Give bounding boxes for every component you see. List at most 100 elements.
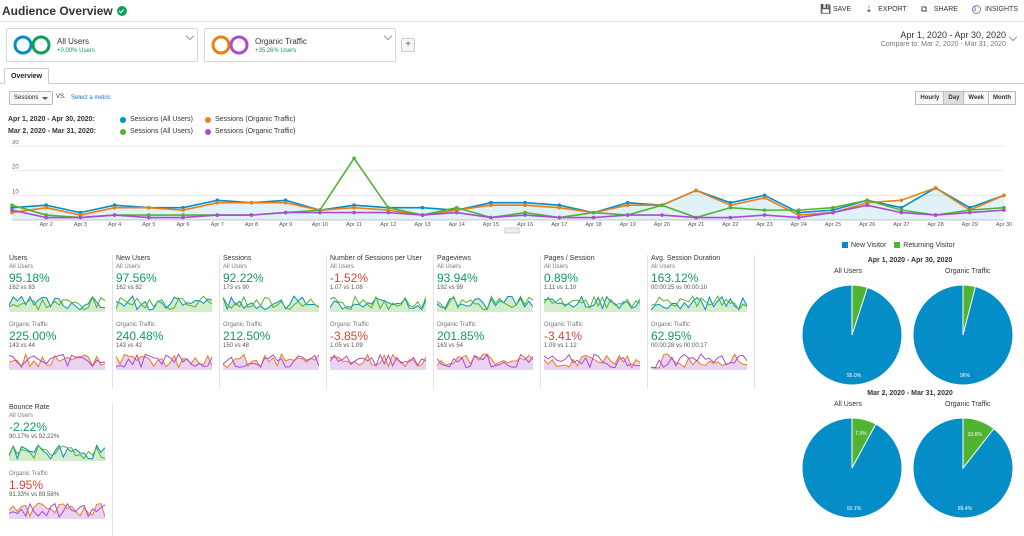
series-point[interactable] bbox=[112, 203, 117, 207]
series-point[interactable] bbox=[660, 213, 664, 217]
series-point[interactable] bbox=[386, 208, 391, 212]
series-point[interactable] bbox=[933, 186, 938, 190]
series-point[interactable] bbox=[10, 203, 14, 207]
series-point[interactable] bbox=[625, 213, 630, 217]
series-point[interactable] bbox=[249, 200, 254, 205]
series-point[interactable] bbox=[762, 208, 767, 212]
series-point[interactable] bbox=[899, 198, 904, 203]
series-point[interactable] bbox=[454, 208, 459, 212]
metric-tile-avg-session-duration[interactable]: Avg. Session Duration All Users 163.12% 00:… bbox=[651, 255, 755, 389]
pie-legend-item[interactable]: New Visitor bbox=[842, 242, 886, 249]
series-point[interactable] bbox=[10, 205, 14, 210]
series-point[interactable] bbox=[489, 203, 493, 207]
legend-item[interactable]: Sessions (Organic Traffic) bbox=[205, 116, 295, 123]
visitor-pie-chart[interactable]: 89.4% 10.6% bbox=[911, 416, 1015, 520]
series-point[interactable] bbox=[591, 210, 596, 215]
metric-tile-pageviews[interactable]: Pageviews All Users 93.94% 192 vs 99 Organic… bbox=[437, 255, 541, 389]
series-point[interactable] bbox=[557, 205, 562, 210]
series-point[interactable] bbox=[283, 198, 288, 203]
series-point[interactable] bbox=[762, 193, 767, 198]
series-point[interactable] bbox=[283, 210, 288, 215]
series-point[interactable] bbox=[831, 205, 835, 210]
series-point[interactable] bbox=[523, 210, 527, 215]
series-point[interactable] bbox=[1002, 205, 1006, 210]
visitor-pie-chart[interactable]: 96% bbox=[911, 283, 1015, 387]
series-point[interactable] bbox=[181, 215, 185, 220]
series-point[interactable] bbox=[352, 156, 356, 161]
series-point[interactable] bbox=[386, 210, 391, 215]
series-point[interactable] bbox=[420, 213, 425, 217]
series-point[interactable] bbox=[112, 213, 117, 217]
tab-overview[interactable]: Overview bbox=[4, 68, 50, 84]
series-point[interactable] bbox=[899, 210, 904, 215]
series-point[interactable] bbox=[10, 208, 14, 212]
series-point[interactable] bbox=[591, 215, 596, 220]
series-point[interactable] bbox=[78, 210, 83, 215]
series-point[interactable] bbox=[557, 215, 562, 220]
series-point[interactable] bbox=[44, 203, 49, 207]
series-point[interactable] bbox=[933, 213, 938, 217]
series-point[interactable] bbox=[967, 210, 972, 215]
series-point[interactable] bbox=[1002, 208, 1006, 212]
metric-tile-users[interactable]: Users All Users 95.18% 162 vs 83 Organic Tra… bbox=[9, 255, 113, 389]
series-point[interactable] bbox=[454, 205, 459, 210]
series-point[interactable] bbox=[796, 208, 801, 212]
series-point[interactable] bbox=[899, 205, 904, 210]
pie-slice-returning[interactable] bbox=[851, 284, 869, 336]
series-point[interactable] bbox=[489, 200, 493, 205]
metric-tile-bounce-rate[interactable]: Bounce Rate All Users -2.22% 90.17% vs 92.2… bbox=[9, 404, 113, 536]
series-point[interactable] bbox=[112, 205, 117, 210]
series-point[interactable] bbox=[78, 213, 83, 217]
series-point[interactable] bbox=[352, 205, 356, 210]
series-point[interactable] bbox=[147, 215, 151, 220]
chevron-down-icon[interactable] bbox=[383, 31, 393, 41]
pie-slice-returning[interactable] bbox=[962, 284, 977, 336]
series-point[interactable] bbox=[44, 213, 49, 217]
pie-slice-returning[interactable] bbox=[962, 417, 995, 470]
granularity-day-button[interactable]: Day bbox=[943, 91, 965, 105]
series-point[interactable] bbox=[386, 205, 391, 210]
series-point[interactable] bbox=[796, 215, 801, 220]
series-point[interactable] bbox=[728, 205, 733, 210]
series-point[interactable] bbox=[215, 213, 220, 217]
save-button[interactable]: 💾 SAVE bbox=[820, 4, 852, 14]
metric-tile-sessions[interactable]: Sessions All Users 92.22% 173 vs 90 Organic … bbox=[223, 255, 327, 389]
series-point[interactable] bbox=[454, 210, 459, 215]
series-point[interactable] bbox=[489, 215, 493, 220]
legend-item[interactable]: Sessions (Organic Traffic) bbox=[205, 128, 295, 135]
series-point[interactable] bbox=[728, 215, 733, 220]
series-point[interactable] bbox=[10, 210, 14, 215]
series-point[interactable] bbox=[694, 215, 698, 220]
series-point[interactable] bbox=[78, 215, 83, 220]
insights-button[interactable]: 3 INSIGHTS bbox=[971, 5, 1018, 14]
chart-resize-handle[interactable] bbox=[504, 227, 520, 234]
series-point[interactable] bbox=[249, 213, 254, 217]
pie-legend-item[interactable]: Returning Visitor bbox=[894, 242, 955, 249]
pie-slice-returning[interactable] bbox=[851, 417, 877, 469]
series-point[interactable] bbox=[796, 213, 801, 217]
metric-select[interactable]: Sessions bbox=[9, 91, 53, 105]
series-point[interactable] bbox=[1002, 193, 1006, 198]
series-point[interactable] bbox=[660, 203, 664, 207]
series-point[interactable] bbox=[967, 208, 972, 212]
series-point[interactable] bbox=[831, 208, 835, 212]
series-point[interactable] bbox=[318, 210, 322, 215]
export-button[interactable]: ⇣ EXPORT bbox=[865, 4, 907, 14]
series-point[interactable] bbox=[147, 213, 151, 217]
series-point[interactable] bbox=[865, 200, 869, 205]
granularity-hourly-button[interactable]: Hourly bbox=[915, 91, 945, 105]
series-point[interactable] bbox=[831, 210, 835, 215]
series-point[interactable] bbox=[523, 200, 527, 205]
metric-tile-pages-session[interactable]: Pages / Session All Users 0.89% 1.11 vs 1.1… bbox=[544, 255, 648, 389]
series-point[interactable] bbox=[523, 213, 527, 217]
visitor-pie-chart[interactable]: 92.1% 7.9% bbox=[800, 416, 904, 520]
segment-all-users[interactable]: All Users +0.00% Users bbox=[6, 28, 198, 62]
series-point[interactable] bbox=[181, 208, 185, 212]
granularity-week-button[interactable]: Week bbox=[963, 91, 989, 105]
series-point[interactable] bbox=[181, 213, 185, 217]
series-point[interactable] bbox=[44, 215, 49, 220]
series-point[interactable] bbox=[283, 200, 288, 205]
granularity-month-button[interactable]: Month bbox=[988, 91, 1016, 105]
segment-organic-traffic[interactable]: Organic Traffic +35.26% Users bbox=[204, 28, 396, 62]
series-point[interactable] bbox=[728, 200, 733, 205]
